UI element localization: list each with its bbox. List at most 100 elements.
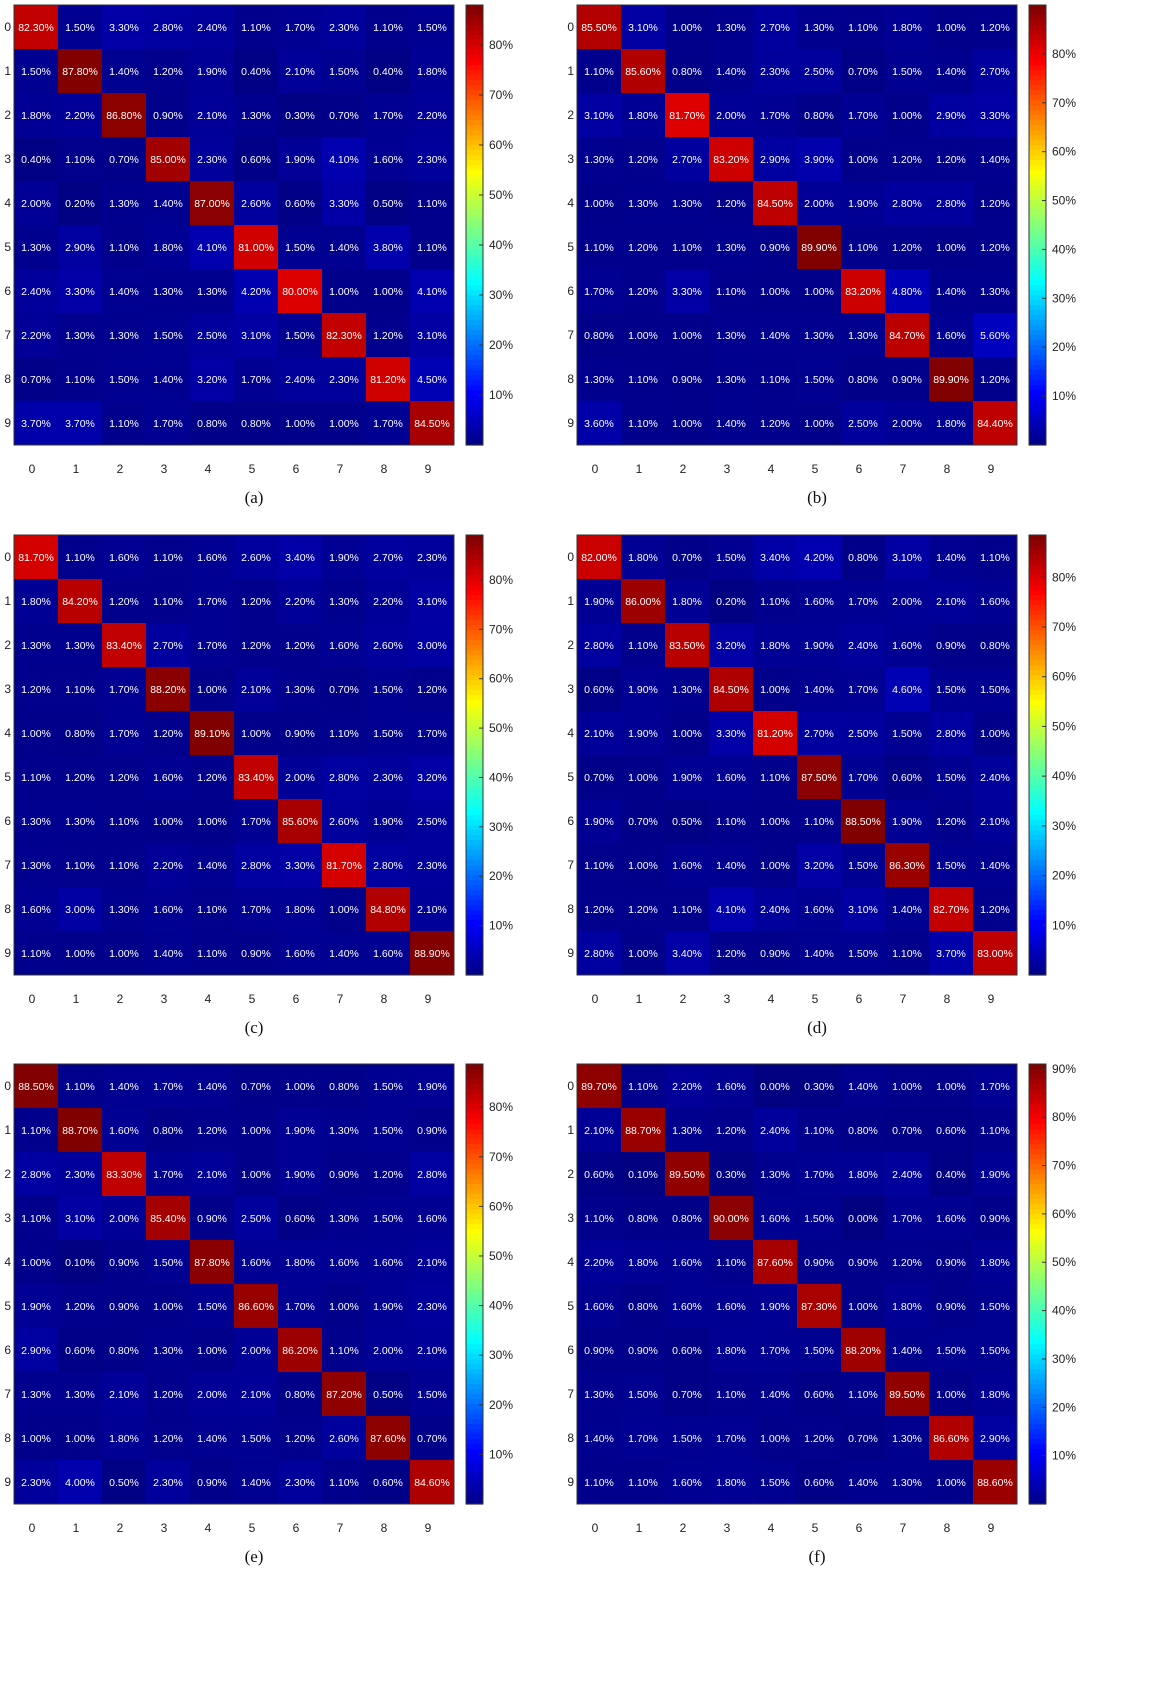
heatmap-cell — [190, 711, 235, 756]
colorbar-segment — [1029, 125, 1046, 131]
colorbar-segment — [1029, 1079, 1046, 1085]
heatmap-cell — [410, 887, 455, 932]
heatmap-cell — [322, 1152, 367, 1197]
heatmap-cell — [14, 1284, 59, 1329]
cell-value-label: 1.00% — [672, 418, 702, 430]
heatmap-cell — [322, 667, 367, 712]
colorbar-segment — [466, 755, 483, 761]
colorbar-segment — [466, 1484, 483, 1490]
cell-value-label: 3.70% — [65, 418, 95, 430]
heatmap-cell — [665, 401, 710, 446]
x-tick-label: 3 — [724, 1521, 731, 1535]
cell-value-label: 82.30% — [326, 330, 362, 342]
colorbar-segment — [466, 340, 483, 346]
cell-value-label: 1.20% — [980, 242, 1010, 254]
colorbar-segment — [1029, 1469, 1046, 1475]
cell-value-label: 1.10% — [65, 684, 95, 696]
cell-value-label: 1.10% — [672, 904, 702, 916]
colorbar-segment — [466, 620, 483, 626]
colorbar-segment — [1029, 15, 1046, 21]
colorbar-segment — [1029, 815, 1046, 821]
colorbar-segment — [1029, 1149, 1046, 1155]
colorbar-segment — [466, 1444, 483, 1450]
cell-value-label: 1.20% — [628, 904, 658, 916]
cell-value-label: 0.90% — [628, 1345, 658, 1357]
heatmap-cell — [366, 357, 411, 402]
heatmap-cell — [366, 623, 411, 668]
colorbar-segment — [466, 1134, 483, 1140]
confusion-matrix-e: 88.50% 1.10% 1.40% 1.70% 1.40% 0.70% 1.00% 0.80… — [4, 1063, 513, 1566]
cell-value-label: 2.20% — [65, 110, 95, 122]
cell-value-label: 1.60% — [716, 1301, 746, 1313]
colorbar-segment — [1029, 1274, 1046, 1280]
heatmap-cell — [234, 843, 279, 888]
colorbar-segment — [466, 785, 483, 791]
colorbar-tick-label: 50% — [489, 188, 513, 202]
heatmap-cell — [190, 401, 235, 446]
heatmap-cell — [973, 667, 1018, 712]
cell-value-label: 1.50% — [373, 728, 403, 740]
cell-value-label: 1.40% — [329, 242, 359, 254]
heatmap-cell — [190, 535, 235, 580]
heatmap-cell — [146, 137, 191, 182]
cell-value-label: 1.90% — [760, 1301, 790, 1313]
colorbar-segment — [1029, 400, 1046, 406]
heatmap-cell — [841, 1416, 886, 1461]
cell-value-label: 0.90% — [672, 374, 702, 386]
cell-value-label: 1.00% — [936, 242, 966, 254]
colorbar-segment — [1029, 840, 1046, 846]
heatmap-cell — [885, 843, 930, 888]
heatmap-cell — [190, 313, 235, 358]
heatmap-cell — [841, 887, 886, 932]
cell-value-label: 0.80% — [285, 1389, 315, 1401]
cell-value-label: 0.80% — [109, 1345, 139, 1357]
colorbar-segment — [1029, 1454, 1046, 1460]
colorbar-tick-label: 20% — [489, 869, 513, 883]
cell-value-label: 1.30% — [65, 816, 95, 828]
heatmap-cell — [665, 667, 710, 712]
colorbar-segment — [466, 40, 483, 46]
colorbar: 10%20%30%40%50%60%70%80% — [465, 4, 513, 446]
colorbar-segment — [466, 1129, 483, 1135]
colorbar-segment — [466, 825, 483, 831]
heatmap-cell — [797, 1108, 842, 1153]
colorbar-segment — [466, 380, 483, 386]
colorbar-segment — [466, 865, 483, 871]
colorbar-segment — [1029, 70, 1046, 76]
cell-value-label: 0.80% — [848, 552, 878, 564]
colorbar-segment — [1029, 935, 1046, 941]
cell-value-label: 1.60% — [109, 552, 139, 564]
heatmap-cell — [665, 711, 710, 756]
colorbar-segment — [1029, 225, 1046, 231]
colorbar-segment — [466, 915, 483, 921]
heatmap-cell — [621, 1372, 666, 1417]
heatmap-cell — [234, 401, 279, 446]
colorbar-segment — [466, 185, 483, 191]
cell-value-label: 1.20% — [936, 154, 966, 166]
heatmap-cell — [973, 1064, 1018, 1109]
heatmap-cell — [929, 401, 974, 446]
heatmap-cell — [665, 1460, 710, 1505]
cell-value-label: 1.40% — [980, 860, 1010, 872]
colorbar-segment — [466, 415, 483, 421]
cell-value-label: 1.10% — [804, 1125, 834, 1137]
colorbar-segment — [1029, 1269, 1046, 1275]
heatmap-cell — [621, 181, 666, 226]
cell-value-label: 84.50% — [414, 418, 450, 430]
colorbar-segment — [466, 700, 483, 706]
heatmap-cell — [14, 357, 59, 402]
cell-value-label: 1.00% — [65, 948, 95, 960]
colorbar-segment — [466, 860, 483, 866]
cell-value-label: 4.10% — [197, 242, 227, 254]
colorbar-tick-label: 30% — [489, 1348, 513, 1362]
colorbar-segment — [1029, 90, 1046, 96]
cell-value-label: 2.30% — [760, 66, 790, 78]
colorbar-segment — [1029, 1474, 1046, 1480]
colorbar-segment — [1029, 540, 1046, 546]
cell-value-label: 88.90% — [414, 948, 450, 960]
x-tick-label: 0 — [592, 992, 599, 1006]
heatmap-cell — [410, 93, 455, 138]
colorbar-segment — [1029, 1434, 1046, 1440]
colorbar-segment — [1029, 110, 1046, 116]
colorbar-segment — [1029, 65, 1046, 71]
